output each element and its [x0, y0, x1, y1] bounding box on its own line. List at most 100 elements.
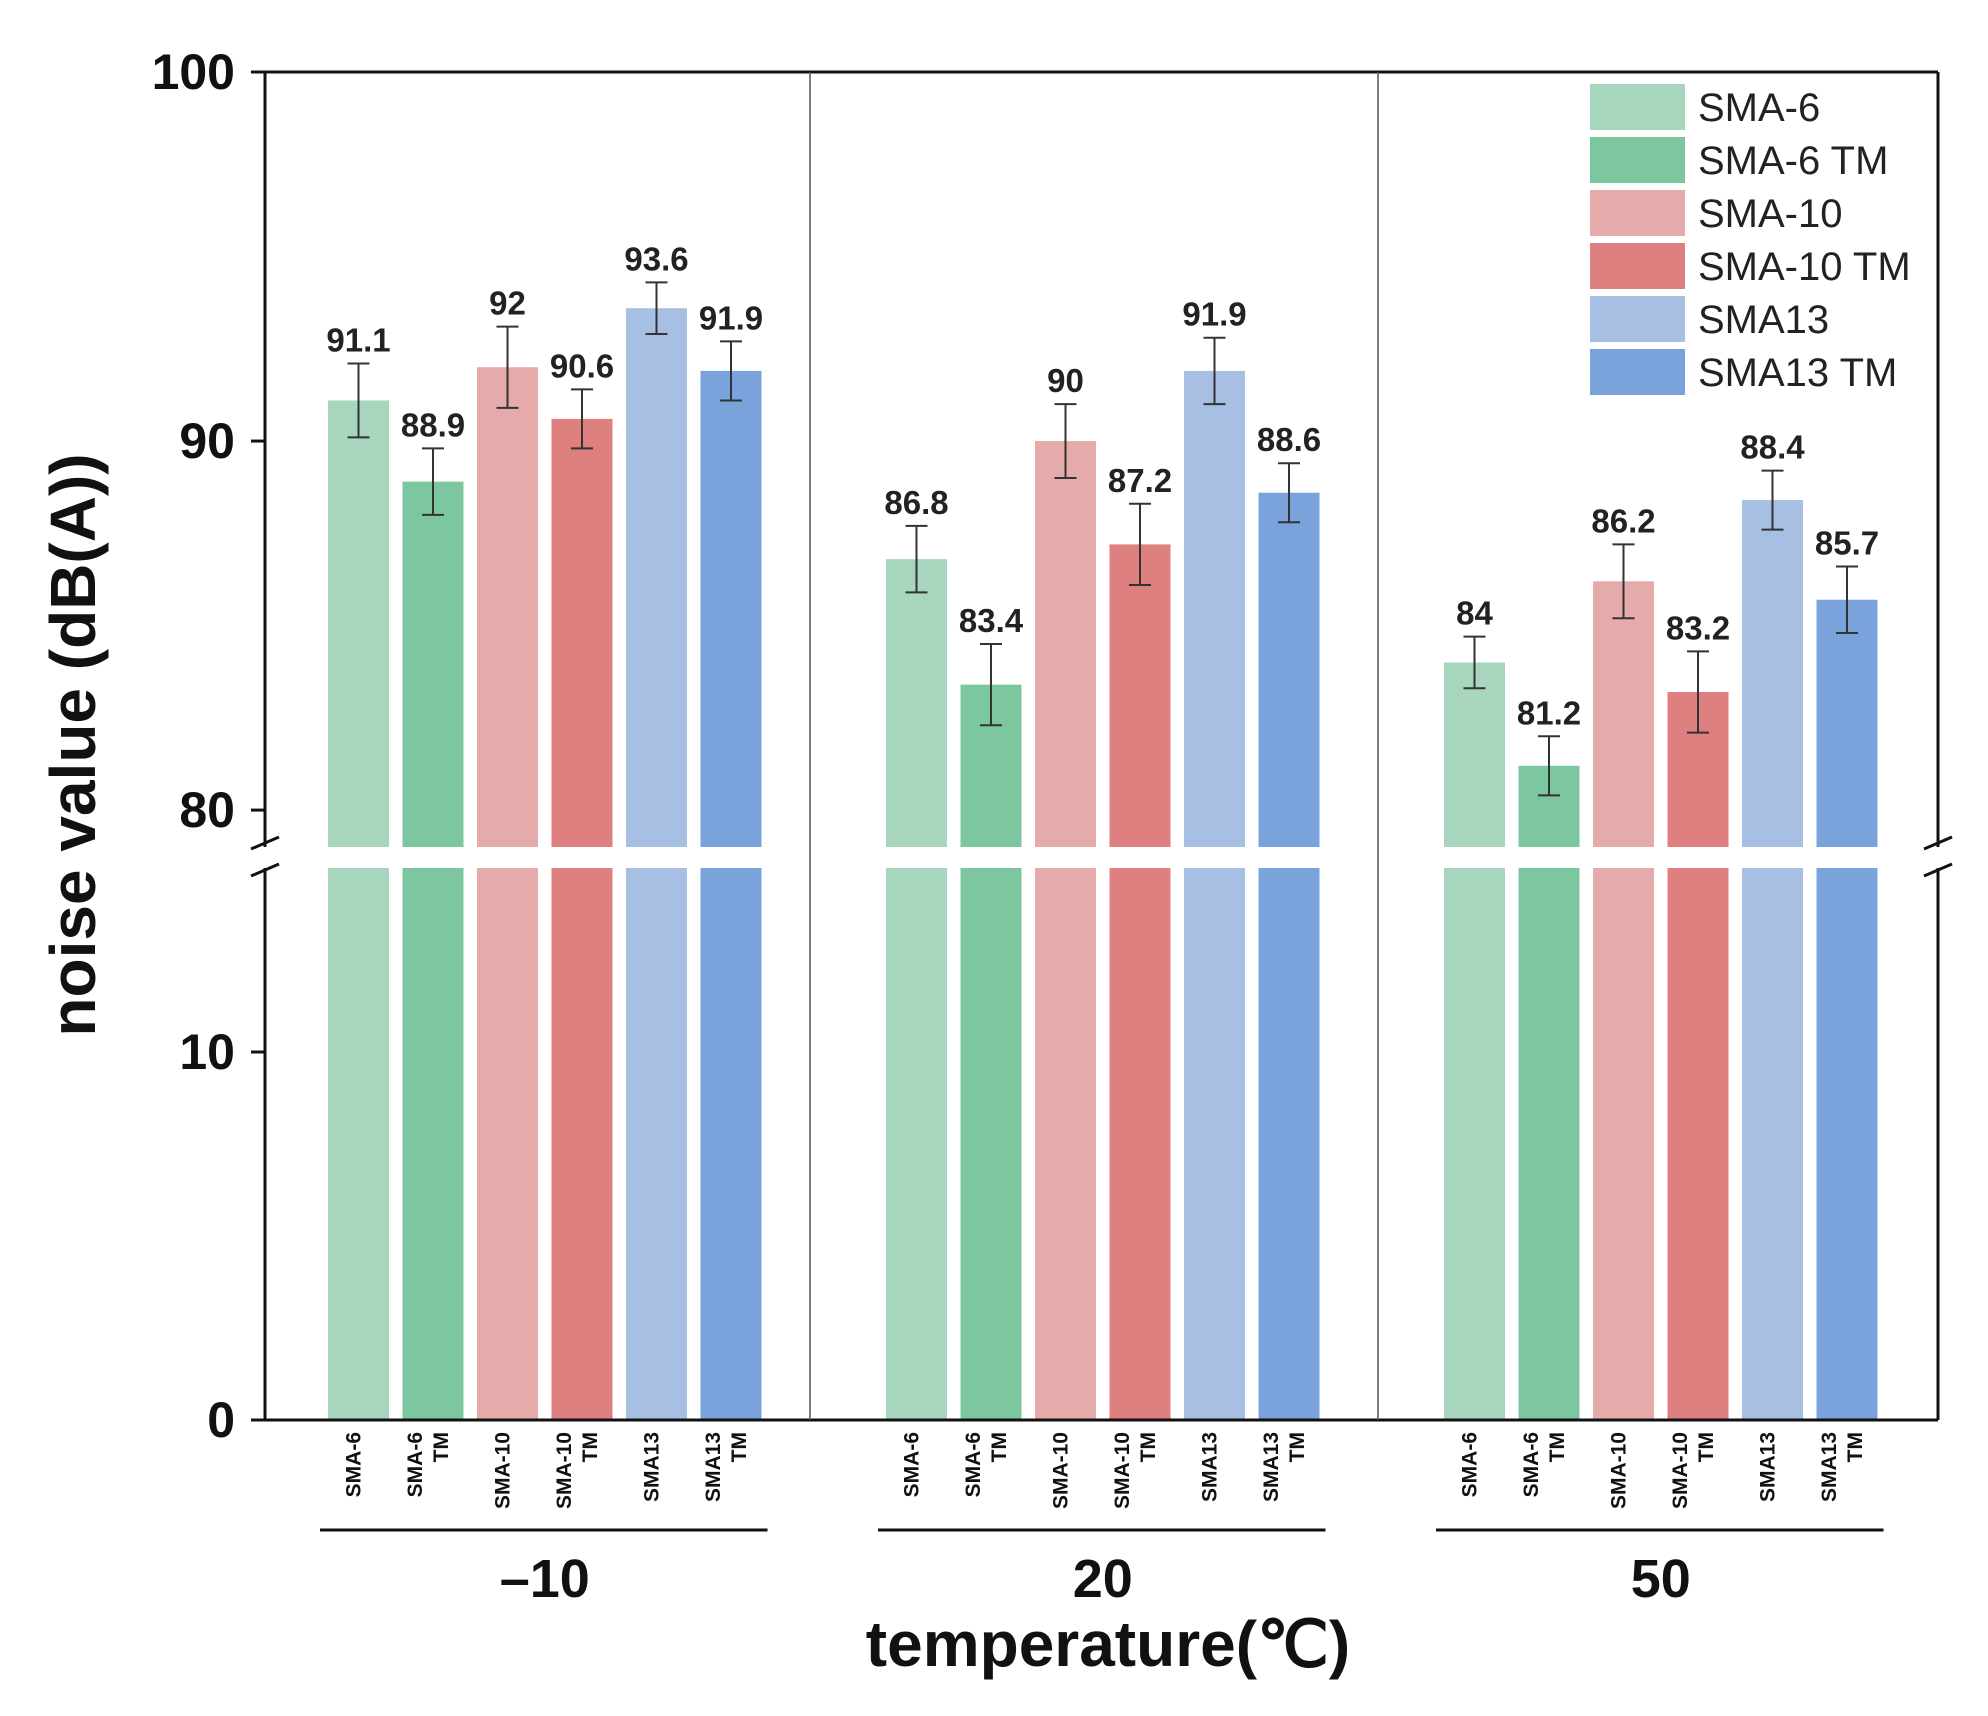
category-tick-label: SMA-6 [404, 1432, 427, 1497]
bar-lower-segment [1109, 868, 1171, 1420]
category-tick-label: SMA-10 [492, 1432, 515, 1509]
category-tick-label: SMA-6 [343, 1432, 366, 1497]
bar-lower-segment [1258, 868, 1320, 1420]
legend-label: SMA13 [1698, 298, 1829, 342]
bar-lower-segment [1667, 868, 1729, 1420]
category-tick-label: SMA-10 [1608, 1432, 1631, 1509]
category-tick-label: SMA13 [1199, 1432, 1222, 1502]
data-label: 91.9 [699, 299, 763, 336]
category-tick-label: TM [1844, 1432, 1867, 1462]
bar-lower-segment [886, 868, 947, 1420]
data-label: 91.9 [1182, 296, 1246, 333]
category-tick-label: SMA-6 [901, 1432, 924, 1497]
axis-break-gap [255, 847, 1948, 868]
data-label: 93.6 [624, 240, 688, 277]
data-label: 88.4 [1740, 429, 1805, 466]
x-axis-title: temperature(℃) [866, 1608, 1350, 1680]
bar [1742, 500, 1803, 847]
category-tick-label: SMA-10 [1111, 1432, 1134, 1509]
y-tick-label: 80 [179, 782, 235, 838]
category-tick-label: TM [1286, 1432, 1309, 1462]
category-tick-label: SMA-6 [962, 1432, 985, 1497]
bar [1184, 370, 1245, 847]
data-label: 83.2 [1666, 609, 1730, 646]
y-axis: 80 90 100 0 10 [152, 44, 265, 1448]
group-label: 20 [1073, 1549, 1133, 1609]
bar-lower-segment [1593, 868, 1654, 1420]
category-tick-label: SMA-6 [1459, 1432, 1482, 1497]
category-tick-label: SMA-6 [1520, 1432, 1543, 1497]
data-label: 91.1 [326, 322, 390, 359]
category-tick-label: SMA-10 [553, 1432, 576, 1509]
category-tick-label: SMA13 [702, 1432, 725, 1502]
category-tick-label: SMA13 [1757, 1432, 1780, 1502]
bar-lower-segment [477, 868, 538, 1420]
bar-lower-segment [1444, 868, 1505, 1420]
data-label: 88.6 [1257, 421, 1321, 458]
bar [626, 308, 687, 847]
bar-lower-segment [402, 868, 464, 1420]
axis-break-mark [1923, 862, 1953, 878]
bar-lower-segment [1035, 868, 1096, 1420]
bar-lower-segment [1742, 868, 1803, 1420]
data-label: 88.9 [401, 406, 465, 443]
y-tick-label: 90 [179, 413, 235, 469]
data-label: 83.4 [959, 602, 1024, 639]
data-label: 92 [489, 285, 526, 322]
legend-label: SMA-6 [1698, 86, 1820, 130]
y-tick-label: 0 [207, 1392, 235, 1448]
category-tick-label: TM [579, 1432, 602, 1462]
bar [700, 370, 762, 847]
category-tick-label: TM [1546, 1432, 1569, 1462]
bar-lower-segment [1184, 868, 1245, 1420]
axis-break-mark [250, 835, 280, 851]
bar [1109, 544, 1171, 847]
legend-label: SMA-6 TM [1698, 139, 1888, 183]
bar-lower-segment [1518, 868, 1580, 1420]
bar [1258, 492, 1320, 847]
category-tick-label: SMA13 [1260, 1432, 1283, 1502]
legend-label: SMA-10 TM [1698, 245, 1911, 289]
y-tick-label: 100 [152, 44, 235, 100]
data-label: 86.8 [884, 484, 948, 521]
bar [1816, 599, 1878, 847]
category-tick-label: SMA-10 [1050, 1432, 1073, 1509]
bar-lower-segment [1816, 868, 1878, 1420]
category-tick-label: TM [430, 1432, 453, 1462]
data-label: 87.2 [1108, 462, 1172, 499]
bar-lower-segment [551, 868, 613, 1420]
category-tick-label: TM [728, 1432, 751, 1462]
bar [1035, 441, 1096, 847]
group-label: 50 [1631, 1549, 1691, 1609]
bar [886, 559, 947, 847]
data-label: 85.7 [1815, 525, 1879, 562]
bar-lower-segment [960, 868, 1022, 1420]
bar [402, 481, 464, 847]
x-axis: SMA-6 SMA-6 TM SMA-10 SMA-10 TM SMA13 SMA13 TM–1… [320, 1432, 1884, 1609]
category-tick-label: SMA-10 [1669, 1432, 1692, 1509]
group-label: –10 [500, 1549, 590, 1609]
legend-label: SMA-10 [1698, 192, 1843, 236]
bar-lower-segment [700, 868, 762, 1420]
legend: SMA-6 SMA-6 TM SMA-10 SMA-10 TM SMA13 SMA13 T… [1590, 84, 1911, 395]
y-axis-title: noise value (dB(A)) [37, 453, 109, 1036]
data-label: 90.6 [550, 347, 614, 384]
y-tick-label: 10 [179, 1024, 235, 1080]
legend-label: SMA13 TM [1698, 351, 1897, 395]
legend-swatch [1590, 349, 1685, 395]
legend-swatch [1590, 296, 1685, 342]
category-tick-label: SMA13 [641, 1432, 664, 1502]
plot-frame [250, 70, 1953, 1422]
bar [1444, 662, 1505, 847]
data-label: 86.2 [1591, 502, 1655, 539]
bar [477, 367, 538, 847]
bar [328, 400, 389, 847]
bar-lower-segment [626, 868, 687, 1420]
category-tick-label: TM [1137, 1432, 1160, 1462]
legend-swatch [1590, 243, 1685, 289]
axis-break-mark [1923, 835, 1953, 851]
legend-swatch [1590, 190, 1685, 236]
bars-layer: 91.1 88.9 92 90.6 93.6 91.9 86.8 83.4 90 87.2 91.9… [326, 240, 1879, 1420]
category-tick-label: TM [1695, 1432, 1718, 1462]
data-label: 81.2 [1517, 694, 1581, 731]
